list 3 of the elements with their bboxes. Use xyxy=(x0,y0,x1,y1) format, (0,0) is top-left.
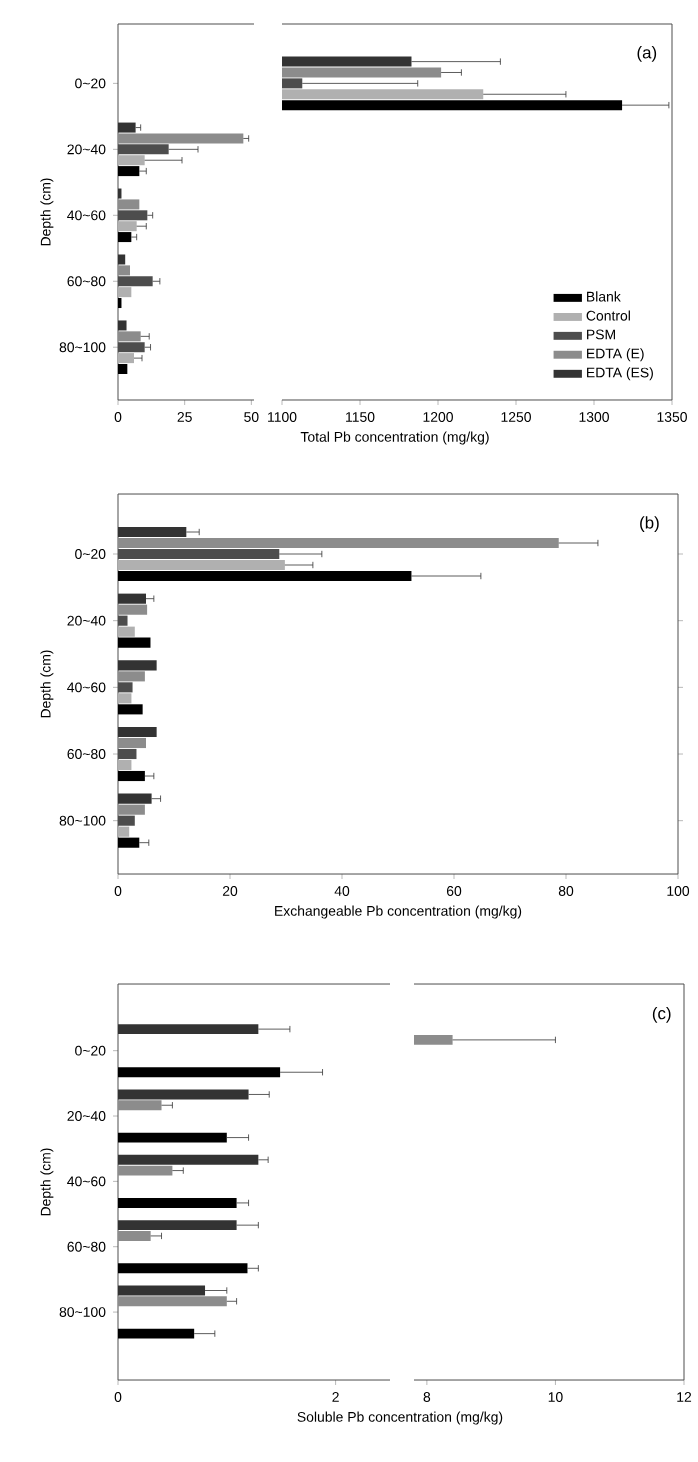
annotation: (b) xyxy=(640,516,659,533)
annotation: (c) xyxy=(652,1006,671,1023)
annotation: (a) xyxy=(637,46,657,62)
